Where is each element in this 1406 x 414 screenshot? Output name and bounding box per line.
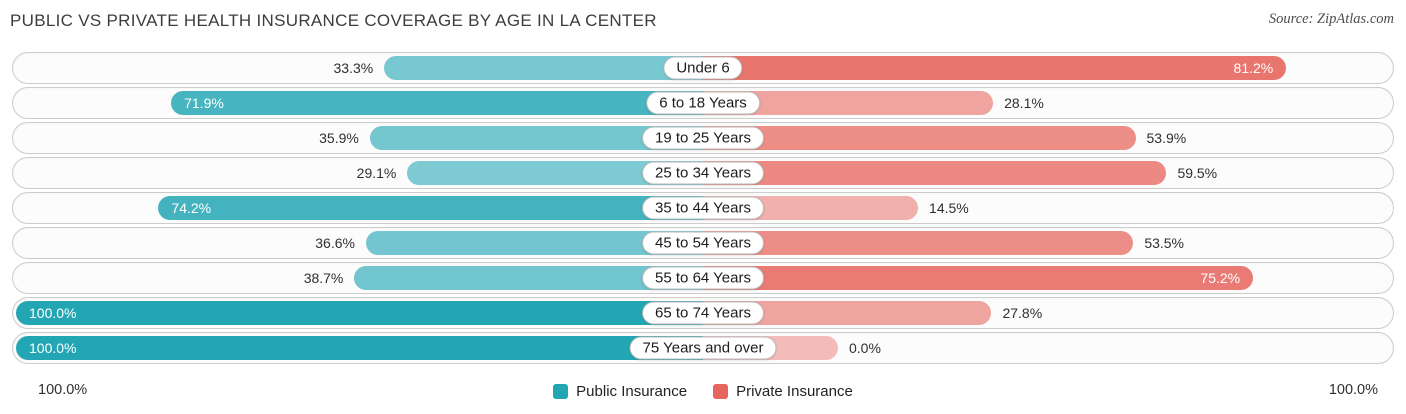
category-label: 75 Years and over [629,336,777,360]
chart-row: 36.6% 53.5% 45 to 54 Years [12,227,1394,259]
private-bar [703,161,1167,185]
chart-row: 100.0% 27.8% 65 to 74 Years [12,297,1394,329]
private-bar [703,126,1136,150]
public-value-label: 71.9% [184,95,224,111]
category-label: Under 6 [663,56,743,80]
chart-footer: 100.0% Public Insurance Private Insurance… [0,380,1406,402]
private-bar [703,56,1287,80]
private-value-label: 59.5% [1177,165,1218,181]
private-value-label: 53.9% [1146,130,1187,146]
private-value-label: 14.5% [929,200,969,216]
private-value-label: 81.2% [1233,60,1274,76]
category-label: 19 to 25 Years [642,126,764,150]
left-axis-max-label: 100.0% [38,382,88,398]
chart-row: 74.2% 14.5% 35 to 44 Years [12,192,1394,224]
chart-row: 71.9% 28.1% 6 to 18 Years [12,87,1394,119]
category-label: 35 to 44 Years [642,196,764,220]
public-value-label: 36.6% [315,235,355,251]
public-value-label: 29.1% [356,165,397,181]
public-bar [384,56,703,80]
private-value-label: 28.1% [1004,95,1044,111]
category-label: 25 to 34 Years [642,161,764,185]
public-value-label: 100.0% [29,305,77,321]
private-value-label: 0.0% [849,340,881,356]
category-label: 6 to 18 Years [646,91,760,115]
category-label: 45 to 54 Years [642,231,764,255]
chart-row: 100.0% 0.0% 75 Years and over [12,332,1394,364]
legend-item: Public Insurance [553,383,687,400]
chart-header: PUBLIC VS PRIVATE HEALTH INSURANCE COVER… [0,0,1406,39]
public-value-label: 33.3% [333,60,374,76]
chart-row: 33.3% 81.2% Under 6 [12,52,1394,84]
category-label: 65 to 74 Years [642,301,764,325]
public-bar [171,91,703,115]
private-value-label: 27.8% [1002,305,1043,321]
public-value-label: 38.7% [303,270,344,286]
private-value-label: 53.5% [1144,235,1185,251]
public-value-label: 100.0% [29,340,77,356]
legend-label: Private Insurance [736,382,853,400]
category-label: 55 to 64 Years [642,266,764,290]
legend: Public Insurance Private Insurance [0,380,1406,402]
legend-swatch [713,383,729,399]
public-value-label: 35.9% [319,130,359,146]
chart-title: PUBLIC VS PRIVATE HEALTH INSURANCE COVER… [10,11,657,30]
chart-row: 35.9% 53.9% 19 to 25 Years [12,122,1394,154]
private-bar [703,266,1254,290]
private-bar [703,231,1134,255]
chart-row: 29.1% 59.5% 25 to 34 Years [12,157,1394,189]
private-value-label: 75.2% [1200,270,1241,286]
legend-swatch [553,383,569,399]
public-bar [16,301,703,325]
public-bar [16,336,703,360]
public-bar [158,196,703,220]
right-axis-max-label: 100.0% [1328,382,1378,398]
public-value-label: 74.2% [171,200,212,216]
legend-item: Private Insurance [713,383,853,400]
legend-label: Public Insurance [576,382,688,400]
source-attribution: Source: ZipAtlas.com [1268,11,1394,27]
bar-rows: 33.3% 81.2% Under 6 71.9% 28.1% 6 to 18 Years… [0,39,1406,364]
chart-row: 38.7% 75.2% 55 to 64 Years [12,262,1394,294]
